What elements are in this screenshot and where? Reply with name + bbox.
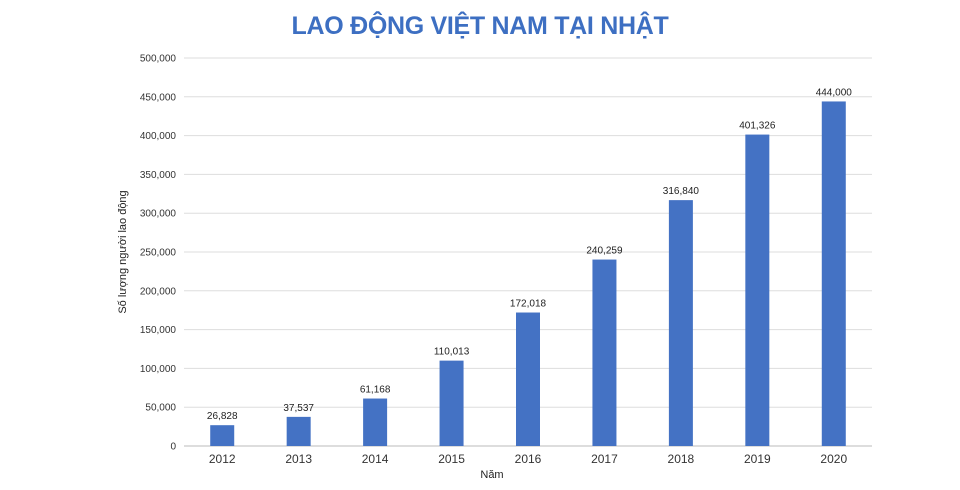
- x-tick-label-2020: 2020: [820, 452, 847, 466]
- bar-2018: [668, 200, 693, 446]
- bar-2012: [210, 425, 235, 446]
- x-tick-label-2015: 2015: [438, 452, 465, 466]
- data-label-2017: 240,259: [586, 246, 623, 257]
- bar-2015: [439, 360, 464, 446]
- y-tick-label: 300,000: [140, 209, 177, 220]
- y-tick-label: 400,000: [140, 131, 177, 142]
- bar-2019: [745, 134, 770, 446]
- bar-2013: [286, 416, 311, 446]
- bar-2020: [821, 101, 846, 447]
- x-axis-ticks: 2012 2013 2014 2015 2016 2017 2018 2019 2020: [209, 452, 848, 466]
- data-label-2018: 316,840: [663, 186, 700, 197]
- data-label-2012: 26,828: [207, 411, 238, 422]
- y-tick-label: 350,000: [140, 170, 177, 181]
- x-tick-label-2019: 2019: [744, 452, 771, 466]
- y-axis-ticks: 0 50,000 100,000 150,000 200,000 250,000 300,0…: [140, 54, 177, 453]
- data-label-2020: 444,000: [816, 87, 853, 98]
- data-label-2016: 172,018: [510, 299, 547, 310]
- x-tick-label-2014: 2014: [362, 452, 389, 466]
- y-tick-label: 500,000: [140, 54, 177, 65]
- x-tick-label-2017: 2017: [591, 452, 618, 466]
- y-tick-label: 450,000: [140, 92, 177, 103]
- y-tick-label: 100,000: [140, 364, 177, 375]
- data-label-2015: 110,013: [434, 347, 470, 358]
- x-tick-label-2016: 2016: [515, 452, 542, 466]
- bar-2014: [363, 398, 388, 446]
- bars: [210, 101, 846, 447]
- data-label-2013: 37,537: [283, 403, 314, 414]
- bar-2017: [592, 259, 617, 446]
- chart-title: LAO ĐỘNG VIỆT NAM TẠI NHẬT: [291, 12, 669, 40]
- data-labels: 26,828 37,537 61,168 110,013 172,018 240,259 3…: [207, 87, 852, 422]
- y-tick-label: 250,000: [140, 248, 177, 259]
- x-tick-label-2012: 2012: [209, 452, 236, 466]
- x-tick-label-2018: 2018: [668, 452, 695, 466]
- x-tick-label-2013: 2013: [285, 452, 312, 466]
- data-label-2019: 401,326: [739, 121, 776, 132]
- bar-2016: [516, 312, 540, 446]
- y-axis-label: Số lượng người lao động: [117, 190, 129, 313]
- y-tick-label: 50,000: [145, 403, 176, 414]
- y-tick-label: 150,000: [140, 325, 177, 336]
- y-tick-label: 200,000: [140, 286, 177, 297]
- data-label-2014: 61,168: [360, 385, 391, 396]
- y-tick-label: 0: [170, 442, 176, 453]
- x-axis-label: Năm: [480, 469, 503, 481]
